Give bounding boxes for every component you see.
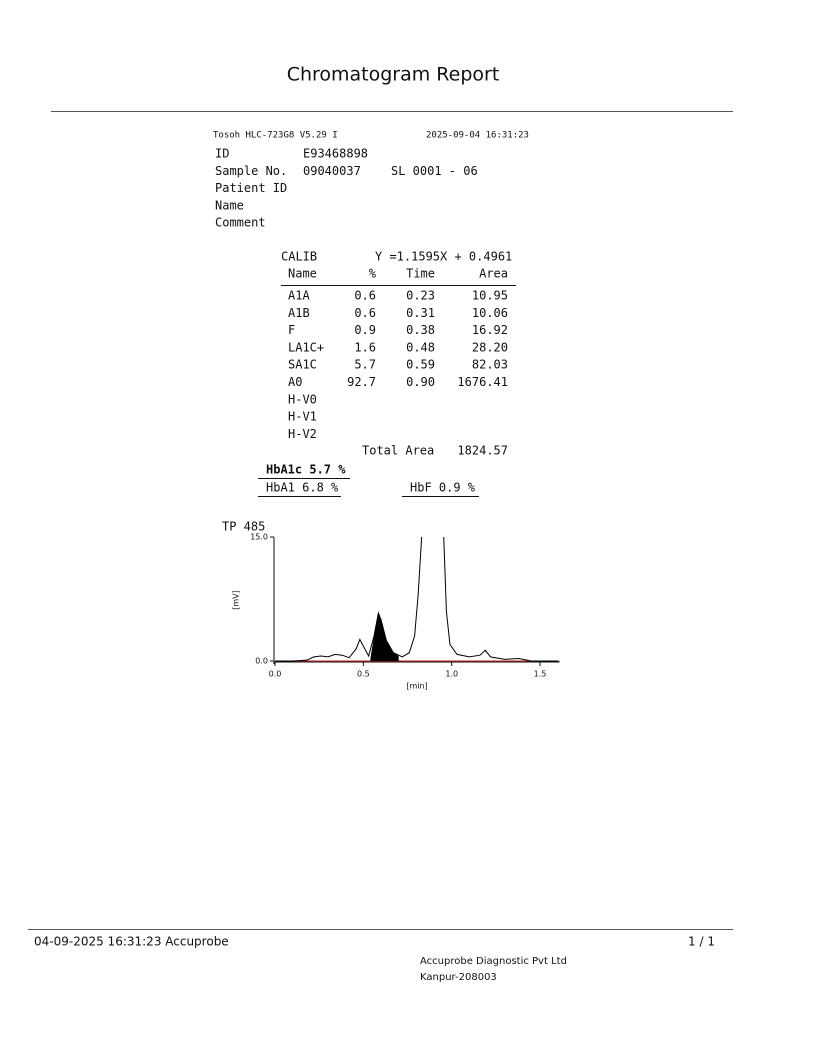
- table-cell: 0.59: [406, 358, 435, 372]
- table-cell: 82.03: [472, 358, 508, 372]
- column-header: Time: [406, 267, 435, 281]
- column-header: Area: [479, 267, 508, 281]
- field-label: ID: [215, 147, 229, 161]
- y-tick-label: 0.0: [255, 657, 268, 666]
- hba1: HbA1 6.8 %: [266, 481, 339, 495]
- table-cell: 16.92: [472, 323, 508, 337]
- y-tick-label: 15.0: [250, 533, 268, 542]
- table-cell: A1A: [288, 289, 310, 303]
- address: Kanpur-208003: [420, 972, 497, 983]
- table-cell: 1676.41: [457, 375, 508, 389]
- table-cell: 0.90: [406, 375, 435, 389]
- field-label: Sample No.: [215, 164, 287, 178]
- hbf: HbF 0.9 %: [410, 481, 476, 495]
- table-cell: 1.6: [354, 340, 376, 354]
- table-cell: A0: [288, 375, 302, 389]
- total-value: 1824.57: [457, 444, 508, 458]
- x-tick-label: 0.5: [357, 670, 370, 679]
- field-value: 09040037: [303, 164, 361, 178]
- chart-label: TP 485: [222, 520, 265, 534]
- calib-label: CALIB: [281, 250, 317, 264]
- title: Chromatogram Report: [287, 64, 500, 86]
- x-tick-label: 0.0: [269, 670, 282, 679]
- total-label: Total Area: [362, 444, 434, 458]
- field-extra: SL 0001 - 06: [391, 164, 478, 178]
- table-cell: LA1C+: [288, 340, 324, 354]
- field-label: Name: [215, 198, 244, 212]
- table-cell: 92.7: [347, 375, 376, 389]
- table-cell: 10.95: [472, 289, 508, 303]
- footer-printed: 04-09-2025 16:31:23 Accuprobe: [34, 935, 229, 949]
- calib-equation: Y =1.1595X + 0.4961: [375, 250, 512, 264]
- chromatogram-line: [275, 536, 558, 662]
- field-label: Comment: [215, 216, 266, 230]
- y-axis-label: [mV]: [232, 590, 241, 610]
- table-cell: 0.31: [406, 306, 435, 320]
- x-axis-label: [min]: [406, 682, 427, 691]
- datetime: 2025-09-04 16:31:23: [426, 131, 529, 141]
- company: Accuprobe Diagnostic Pvt Ltd: [420, 956, 567, 967]
- table-cell: H-V0: [288, 392, 317, 406]
- filled-peak: [370, 613, 399, 661]
- table-cell: 0.9: [354, 323, 376, 337]
- table-cell: SA1C: [288, 358, 317, 372]
- table-cell: 10.06: [472, 306, 508, 320]
- column-header: Name: [288, 267, 317, 281]
- table-cell: 0.6: [354, 289, 376, 303]
- footer-page: 1 / 1: [688, 935, 715, 949]
- table-cell: H-V2: [288, 427, 317, 441]
- table-cell: H-V1: [288, 410, 317, 424]
- x-tick-label: 1.5: [534, 670, 547, 679]
- table-cell: 0.23: [406, 289, 435, 303]
- field-label: Patient ID: [215, 181, 287, 195]
- table-cell: F: [288, 323, 295, 337]
- table-cell: 0.38: [406, 323, 435, 337]
- hba1c: HbA1c 5.7 %: [266, 463, 346, 477]
- column-header: %: [369, 267, 377, 281]
- instrument: Tosoh HLC-723G8 V5.29 I: [213, 131, 338, 141]
- x-tick-label: 1.0: [445, 670, 458, 679]
- table-cell: 0.6: [354, 306, 376, 320]
- field-value: E93468898: [303, 147, 368, 161]
- table-cell: A1B: [288, 306, 310, 320]
- table-cell: 0.48: [406, 340, 435, 354]
- table-cell: 5.7: [354, 358, 376, 372]
- table-cell: 28.20: [472, 340, 508, 354]
